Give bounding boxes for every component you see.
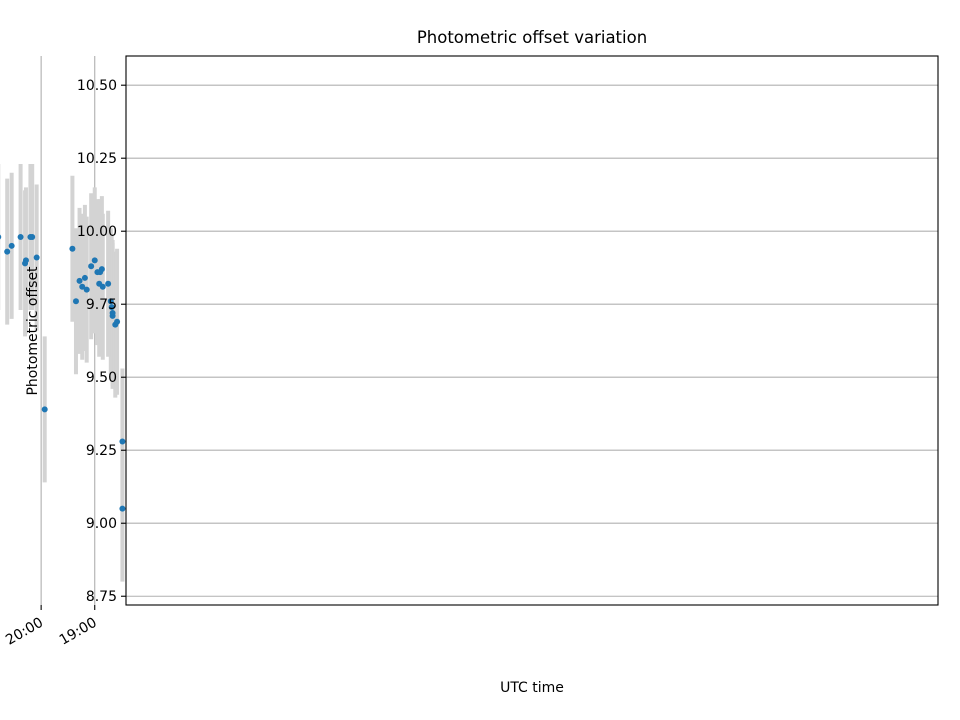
data-point <box>81 274 88 281</box>
data-point <box>72 298 79 305</box>
data-point <box>109 309 116 316</box>
data-point <box>0 234 2 240</box>
chart-title: Photometric offset variation <box>417 28 647 47</box>
data-point <box>105 280 112 287</box>
grid <box>40 56 938 605</box>
data-point <box>91 257 98 264</box>
y-axis-label: Photometric offset <box>25 266 41 396</box>
y-tick-label: 9.75 <box>86 297 117 313</box>
data-point <box>41 406 48 413</box>
y-tick-label: 10.25 <box>77 151 117 167</box>
y-axis: 8.75 9.00 9.25 9.50 9.75 10.00 10.25 10.50 <box>77 78 126 605</box>
y-tick-label: 9.50 <box>86 370 117 386</box>
y-tick-label: 10.50 <box>77 78 117 94</box>
y-tick-label: 9.25 <box>86 443 117 459</box>
data-points <box>0 234 126 512</box>
data-point <box>112 321 119 328</box>
data-point <box>33 254 40 261</box>
data-point <box>119 438 126 445</box>
data-point <box>94 269 101 276</box>
data-point <box>76 277 83 284</box>
data-point <box>17 234 24 241</box>
data-point <box>83 286 90 293</box>
y-tick-label: 9.00 <box>86 516 117 532</box>
y-tick-label: 10.00 <box>77 224 117 240</box>
plot-frame <box>125 55 939 606</box>
y-tick-label: 8.75 <box>86 589 117 605</box>
data-point <box>8 242 15 249</box>
data-point <box>79 283 86 290</box>
data-point <box>107 298 114 305</box>
data-point <box>69 245 76 252</box>
data-point <box>96 280 103 287</box>
data-point <box>88 263 95 270</box>
data-point <box>108 304 115 311</box>
data-point <box>27 234 34 241</box>
data-point <box>4 248 11 255</box>
x-axis-label: UTC time <box>500 680 564 696</box>
data-point <box>119 505 126 512</box>
data-point <box>22 260 29 267</box>
